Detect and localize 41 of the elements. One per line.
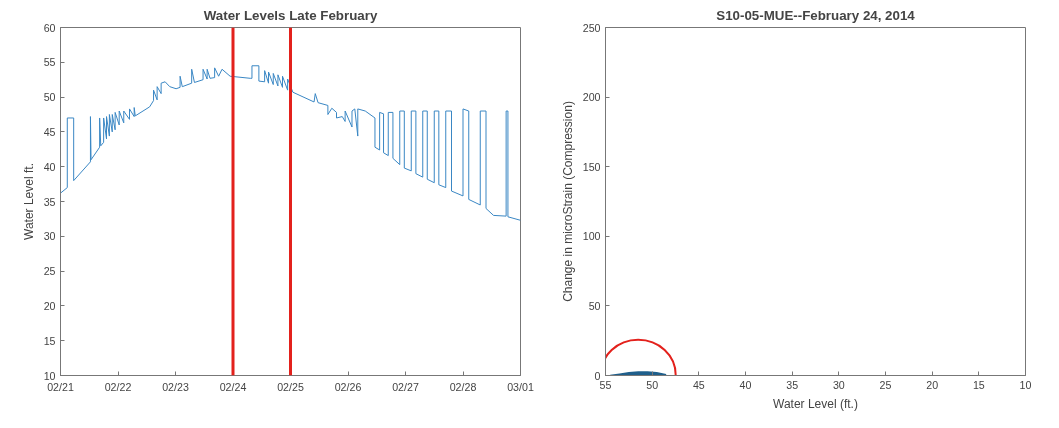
x-tick-label: 02/22 (104, 380, 132, 393)
y-tick-label: 200 (582, 91, 601, 104)
y-tick-label: 60 (43, 21, 56, 34)
y-tick-label: 50 (43, 91, 56, 104)
x-tick-label: 02/26 (334, 380, 362, 393)
y-tick-label: 150 (582, 160, 601, 173)
y-tick-label: 15 (43, 334, 56, 347)
x-tick-label: 02/27 (392, 380, 419, 393)
y-tick-label: 10 (43, 369, 56, 382)
x-tick-label: 02/24 (219, 380, 247, 393)
x-tick-label: 55 (599, 378, 612, 391)
y-axis-title: Water Level ft. (21, 163, 36, 240)
x-tick-label: 20 (926, 378, 939, 391)
x-tick-label: 50 (646, 378, 659, 391)
chart-title: S10-05-MUE--February 24, 2014 (716, 7, 916, 23)
x-tick-label: 30 (832, 378, 845, 391)
y-tick-label: 35 (43, 195, 56, 208)
y-tick-label: 30 (43, 230, 56, 243)
y-tick-label: 250 (582, 21, 601, 34)
y-tick-label: 100 (582, 230, 601, 243)
x-tick-label: 25 (879, 378, 892, 391)
x-tick-label: 40 (739, 378, 752, 391)
y-tick-label: 45 (43, 125, 56, 138)
chart-title: Water Levels Late February (203, 7, 378, 23)
x-tick-label: 02/25 (277, 380, 304, 393)
y-tick-label: 25 (43, 265, 56, 278)
y-tick-label: 0 (594, 369, 601, 382)
x-tick-label: 02/28 (449, 380, 477, 393)
y-tick-label: 55 (43, 56, 56, 69)
x-tick-label: 35 (786, 378, 799, 391)
x-axis-title: Water Level (ft.) (773, 396, 858, 411)
x-tick-label: 45 (692, 378, 705, 391)
x-tick-label: 02/21 (47, 380, 74, 393)
x-tick-label: 03/01 (507, 380, 534, 393)
y-tick-label: 40 (43, 160, 56, 173)
y-axis-title: Change in microStrain (Compression) (560, 101, 575, 302)
y-tick-label: 50 (588, 299, 601, 312)
x-tick-label: 02/23 (162, 380, 189, 393)
x-tick-label: 10 (1019, 378, 1032, 391)
y-tick-label: 20 (43, 299, 56, 312)
x-tick-label: 15 (972, 378, 985, 391)
